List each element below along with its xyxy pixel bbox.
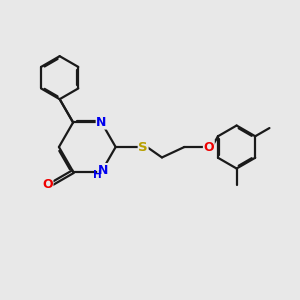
Text: N: N [98, 164, 108, 177]
Text: N: N [96, 116, 107, 129]
Text: O: O [42, 178, 53, 191]
Text: H: H [93, 170, 102, 180]
Text: O: O [203, 140, 214, 154]
Text: S: S [138, 140, 148, 154]
